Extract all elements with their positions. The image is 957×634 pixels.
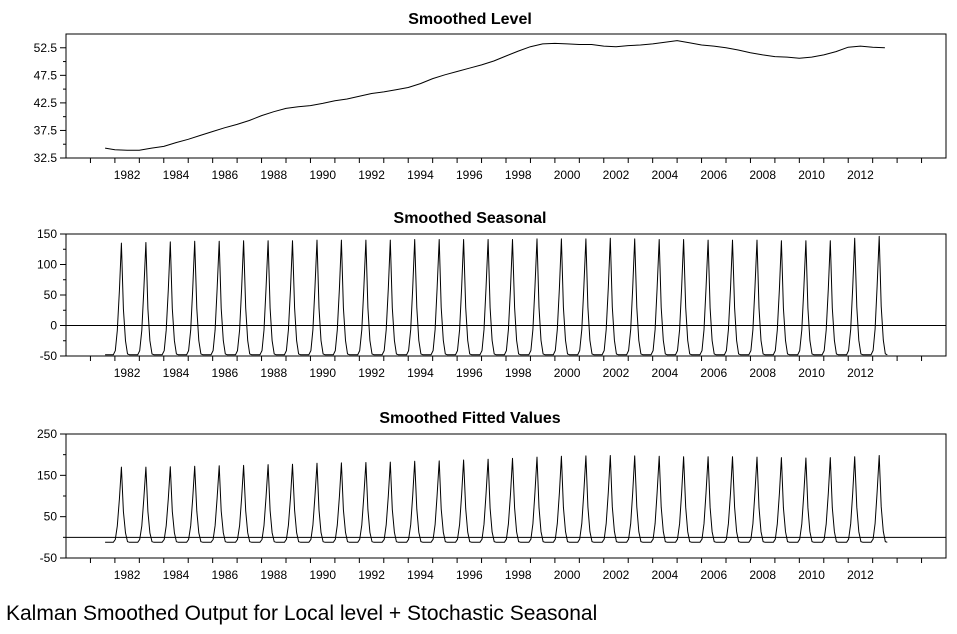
y-tick-label-level: 47.5 (34, 68, 58, 82)
x-tick-label-level: 2010 (798, 168, 825, 182)
x-tick-label-fitted: 2012 (847, 568, 874, 582)
x-tick-label-seasonal: 1982 (114, 366, 141, 380)
x-tick-label-fitted: 2000 (554, 568, 581, 582)
x-tick-label-fitted: 1996 (456, 568, 483, 582)
chart-title-level: Smoothed Level (408, 11, 532, 28)
x-tick-label-level: 2004 (652, 168, 679, 182)
x-tick-label-seasonal: 2000 (554, 366, 581, 380)
x-tick-label-seasonal: 2012 (847, 366, 874, 380)
x-tick-label-fitted: 1984 (163, 568, 190, 582)
x-tick-label-level: 1988 (260, 168, 287, 182)
x-tick-label-fitted: 1982 (114, 568, 141, 582)
y-tick-label-level: 52.5 (34, 41, 58, 55)
x-tick-label-fitted: 2008 (749, 568, 776, 582)
chart-level: Smoothed Level 32.5 37.5 42.5 47.5 52.5 1982 19… (34, 11, 947, 182)
y-tick-label-seasonal: 0 (50, 319, 57, 333)
y-tick-label-seasonal: 150 (37, 227, 57, 241)
x-tick-label-level: 1992 (358, 168, 385, 182)
y-tick-label-fitted: -50 (40, 551, 58, 565)
x-tick-label-fitted: 1998 (505, 568, 532, 582)
y-tick-label-fitted: 150 (37, 468, 57, 482)
x-tick-label-fitted: 2006 (700, 568, 727, 582)
y-tick-label-seasonal: -50 (40, 349, 58, 363)
x-tick-label-fitted: 2004 (652, 568, 679, 582)
x-tick-label-level: 1984 (163, 168, 190, 182)
y-tick-label-level: 42.5 (34, 96, 58, 110)
x-tick-label-seasonal: 2008 (749, 366, 776, 380)
y-tick-label-seasonal: 50 (44, 288, 58, 302)
x-tick-label-seasonal: 1992 (358, 366, 385, 380)
x-tick-label-seasonal: 2010 (798, 366, 825, 380)
plot-frame-level (65, 33, 947, 159)
x-tick-label-fitted: 1992 (358, 568, 385, 582)
x-tick-label-seasonal: 2006 (700, 366, 727, 380)
x-tick-label-seasonal: 2004 (652, 366, 679, 380)
x-tick-label-seasonal: 1986 (212, 366, 239, 380)
chart-title-seasonal: Smoothed Seasonal (394, 210, 547, 227)
chart-seasonal: Smoothed Seasonal -50 0 50 100 150 1982 1984 198… (37, 210, 947, 380)
x-tick-label-seasonal: 1998 (505, 366, 532, 380)
x-tick-label-seasonal: 1996 (456, 366, 483, 380)
x-tick-label-seasonal: 1994 (407, 366, 434, 380)
x-tick-label-level: 1994 (407, 168, 434, 182)
charts-canvas: Smoothed Level 32.5 37.5 42.5 47.5 52.5 1982 19… (34, 11, 947, 582)
y-tick-label-level: 32.5 (34, 151, 58, 165)
x-tick-label-level: 2008 (749, 168, 776, 182)
x-tick-label-level: 1986 (212, 168, 239, 182)
x-tick-label-level: 2012 (847, 168, 874, 182)
y-tick-label-level: 37.5 (34, 123, 58, 137)
x-tick-label-level: 1998 (505, 168, 532, 182)
x-tick-label-fitted: 2010 (798, 568, 825, 582)
x-tick-label-level: 2002 (603, 168, 630, 182)
x-tick-label-seasonal: 1984 (163, 366, 190, 380)
chart-title-fitted: Smoothed Fitted Values (379, 410, 560, 427)
x-tick-label-fitted: 1994 (407, 568, 434, 582)
y-tick-label-fitted: 50 (44, 510, 58, 524)
y-tick-label-seasonal: 100 (37, 258, 57, 272)
series-line-seasonal (105, 235, 888, 356)
x-tick-label-level: 1982 (114, 168, 141, 182)
x-tick-label-level: 2006 (700, 168, 727, 182)
x-tick-label-level: 1990 (309, 168, 336, 182)
x-tick-label-level: 2000 (554, 168, 581, 182)
series-line-level (105, 40, 885, 151)
x-tick-label-seasonal: 2002 (603, 366, 630, 380)
x-tick-label-level: 1996 (456, 168, 483, 182)
series-line-fitted (105, 455, 888, 543)
plot-frame-seasonal (65, 233, 947, 357)
y-tick-label-fitted: 250 (37, 427, 57, 441)
chart-fitted: Smoothed Fitted Values -50 50 150 250 1982 198… (37, 410, 947, 582)
x-tick-label-seasonal: 1990 (309, 366, 336, 380)
figure-caption: Kalman Smoothed Output for Local level +… (6, 602, 598, 625)
x-tick-label-fitted: 1986 (212, 568, 239, 582)
x-tick-label-fitted: 1988 (260, 568, 287, 582)
x-tick-label-fitted: 2002 (603, 568, 630, 582)
x-tick-label-seasonal: 1988 (260, 366, 287, 380)
x-tick-label-fitted: 1990 (309, 568, 336, 582)
